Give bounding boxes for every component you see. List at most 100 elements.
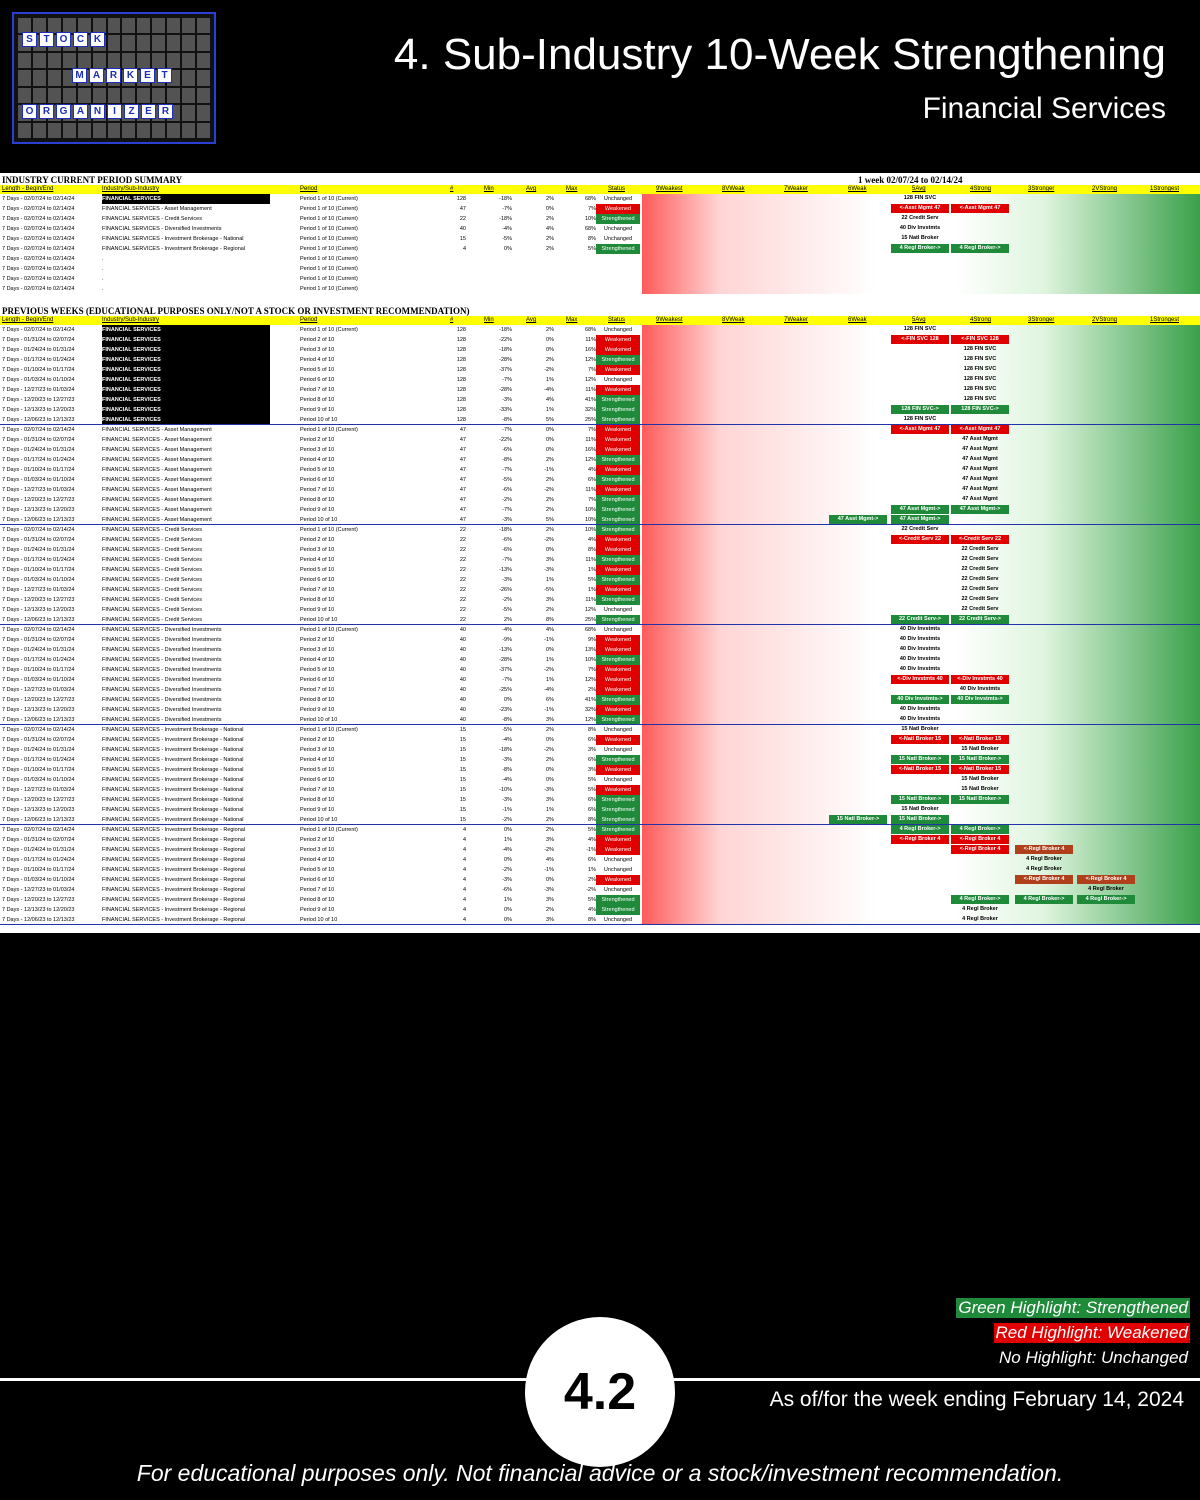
cell-status: Strengthened: [596, 575, 640, 585]
logo-tile: [47, 18, 61, 34]
cell-status: Strengthened: [596, 815, 640, 825]
column-header: 1Strongest: [1150, 317, 1180, 323]
cell-max: 8%: [588, 236, 596, 242]
cell-avg: 2%: [546, 607, 554, 613]
logo-letter: K: [123, 68, 138, 83]
cell-industry: FINANCIAL SERVICES - Credit Services: [102, 557, 202, 563]
column-header: #: [450, 317, 454, 323]
cell-count: 47: [459, 507, 466, 513]
cell-status: Weakened: [596, 645, 640, 655]
cell-max: 68%: [584, 226, 596, 232]
logo-tile: [182, 87, 196, 104]
cell-min: -4%: [502, 737, 512, 743]
cell-count: 128: [456, 407, 466, 413]
table-row: 7 Days - 12/06/23 to 12/13/23 FINANCIAL S…: [0, 815, 1200, 825]
cell-min: 0%: [504, 907, 512, 913]
cell-avg: 1%: [546, 377, 554, 383]
cell-industry: FINANCIAL SERVICES - Investment Brokerag…: [102, 727, 244, 733]
cell-status: Strengthened: [596, 395, 640, 405]
cell-period: Period 6 of 10: [300, 577, 335, 583]
cell-industry: FINANCIAL SERVICES - Investment Brokerag…: [102, 236, 244, 242]
cell-length: 7 Days - 02/07/24 to 02/14/24: [2, 827, 75, 833]
cell-max: 1%: [588, 867, 596, 873]
logo-tile: [182, 105, 196, 121]
cell-status: Strengthened: [596, 805, 640, 815]
logo-tile: [32, 70, 46, 86]
cell-period: Period 5 of 10: [300, 867, 335, 873]
table-row: 7 Days - 01/10/24 to 01/17/24 FINANCIAL S…: [0, 465, 1200, 475]
cell-period: Period 5 of 10: [300, 767, 335, 773]
column-header-row: Length - Begin/End Industry/Sub-Industry P…: [0, 185, 1200, 194]
cell-min: -28%: [499, 357, 512, 363]
cell-min: -26%: [499, 587, 512, 593]
cell-industry: FINANCIAL SERVICES - Investment Brokerag…: [102, 777, 244, 783]
cell-industry: FINANCIAL SERVICES - Asset Management: [102, 467, 212, 473]
cell-length: 7 Days - 01/10/24 to 01/17/24: [2, 367, 75, 373]
cell-status: Weakened: [596, 845, 640, 855]
logo-tile: [77, 18, 91, 34]
table-row: 7 Days - 12/27/23 to 01/03/24 FINANCIAL S…: [0, 485, 1200, 495]
cell-avg: 0%: [546, 547, 554, 553]
cell-max: 3%: [588, 767, 596, 773]
cell-avg: 3%: [546, 837, 554, 843]
cell-industry: FINANCIAL SERVICES - Investment Brokerag…: [102, 847, 246, 853]
table-row: 7 Days - 01/17/24 to 01/24/24 FINANCIAL S…: [0, 855, 1200, 865]
logo-letter: Z: [124, 104, 139, 119]
cell-industry: FINANCIAL SERVICES - Credit Services: [102, 597, 202, 603]
cell-avg: 2%: [546, 457, 554, 463]
logo-tile: [167, 52, 181, 69]
cell-avg: 2%: [546, 757, 554, 763]
cell-length: 7 Days - 01/10/24 to 01/17/24: [2, 767, 75, 773]
cell-period: Period 4 of 10: [300, 857, 335, 863]
cell-status: Unchanged: [603, 196, 633, 202]
cell-min: 0%: [504, 697, 512, 703]
cell-length: 7 Days - 12/13/23 to 12/20/23: [2, 407, 75, 413]
cell-avg: 2%: [546, 196, 554, 202]
cell-status: Strengthened: [596, 595, 640, 605]
cell-max: 5%: [588, 787, 596, 793]
cell-count: 47: [459, 206, 466, 212]
rank-label: <-Regl Broker 4: [951, 835, 1009, 844]
cell-length: 7 Days - 12/20/23 to 12/27/23: [2, 897, 75, 903]
cell-length: 7 Days - 02/07/24 to 02/14/24: [2, 286, 75, 292]
table-row: 7 Days - 01/24/24 to 01/31/24 FINANCIAL S…: [0, 345, 1200, 355]
cell-period: Period 7 of 10: [300, 387, 335, 393]
cell-avg: 0%: [546, 427, 554, 433]
cell-count: 128: [456, 357, 466, 363]
cell-avg: -1%: [544, 637, 554, 643]
cell-avg: 2%: [546, 727, 554, 733]
column-header: Max: [566, 317, 578, 323]
cell-status: Weakened: [596, 345, 640, 355]
cell-industry: FINANCIAL SERVICES - Asset Management: [102, 457, 212, 463]
table-row: 7 Days - 01/24/24 to 01/31/24 FINANCIAL S…: [0, 545, 1200, 555]
table-row: 7 Days - 01/17/24 to 01/24/24 FINANCIAL S…: [0, 555, 1200, 565]
cell-count: 47: [459, 437, 466, 443]
cell-count: 128: [456, 196, 466, 202]
cell-status: Weakened: [596, 385, 640, 395]
column-header: Status: [608, 317, 626, 323]
cell-avg: -3%: [544, 887, 554, 893]
logo-letter: I: [107, 104, 122, 119]
table-row: 7 Days - 12/27/23 to 01/03/24 FINANCIAL S…: [0, 585, 1200, 595]
cell-min: 2%: [504, 617, 512, 623]
cell-avg: 2%: [546, 327, 554, 333]
cell-max: 7%: [588, 427, 596, 433]
cell-period: Period 1 of 10 (Current): [300, 206, 358, 212]
logo-letter: E: [141, 104, 156, 119]
cell-min: -3%: [502, 397, 512, 403]
table-row: 7 Days - 01/03/24 to 01/10/24 FINANCIAL S…: [0, 675, 1200, 685]
logo-tile: [47, 70, 61, 86]
rank-label: 15 Natl Broker: [901, 235, 939, 241]
column-header: 5Avg: [912, 317, 926, 323]
cell-count: 128: [456, 347, 466, 353]
cell-max: 3%: [588, 747, 596, 753]
cell-status: Weakened: [596, 445, 640, 455]
cell-status: Weakened: [596, 465, 640, 475]
rank-label: 4 Regl Broker: [1026, 856, 1062, 862]
cell-avg: 0%: [546, 647, 554, 653]
cell-min: -18%: [499, 347, 512, 353]
table-row: 7 Days - 12/13/23 to 12/20/23 FINANCIAL S…: [0, 405, 1200, 415]
cell-min: -3%: [502, 757, 512, 763]
cell-max: 12%: [584, 677, 596, 683]
cell-max: 4%: [588, 537, 596, 543]
